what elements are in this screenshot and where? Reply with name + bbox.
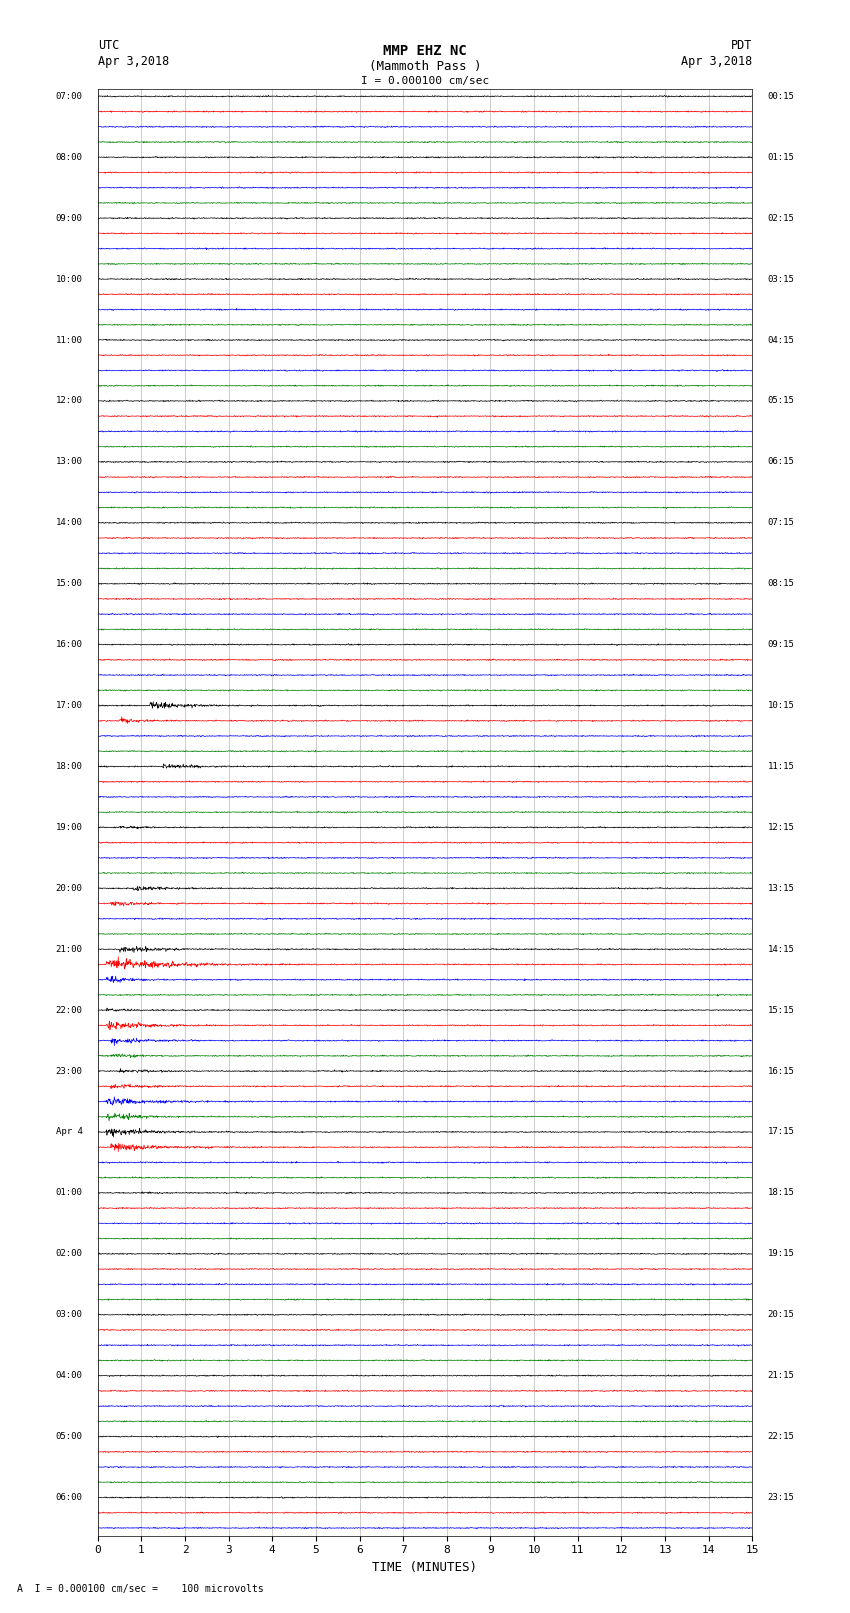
- Text: 03:15: 03:15: [768, 274, 795, 284]
- Text: 04:00: 04:00: [55, 1371, 82, 1381]
- Text: 14:00: 14:00: [55, 518, 82, 527]
- Text: 17:15: 17:15: [768, 1127, 795, 1137]
- Text: 14:15: 14:15: [768, 945, 795, 953]
- Text: 01:00: 01:00: [55, 1189, 82, 1197]
- Text: I = 0.000100 cm/sec: I = 0.000100 cm/sec: [361, 76, 489, 85]
- Text: MMP EHZ NC: MMP EHZ NC: [383, 44, 467, 58]
- Text: 00:15: 00:15: [768, 92, 795, 102]
- Text: Apr 3,2018: Apr 3,2018: [98, 55, 169, 68]
- Text: 08:00: 08:00: [55, 153, 82, 161]
- Text: A  I = 0.000100 cm/sec =    100 microvolts: A I = 0.000100 cm/sec = 100 microvolts: [17, 1584, 264, 1594]
- Text: 06:15: 06:15: [768, 458, 795, 466]
- Text: Apr 3,2018: Apr 3,2018: [681, 55, 752, 68]
- Text: 11:15: 11:15: [768, 761, 795, 771]
- X-axis label: TIME (MINUTES): TIME (MINUTES): [372, 1561, 478, 1574]
- Text: 07:15: 07:15: [768, 518, 795, 527]
- Text: 16:15: 16:15: [768, 1066, 795, 1076]
- Text: 01:15: 01:15: [768, 153, 795, 161]
- Text: 22:00: 22:00: [55, 1005, 82, 1015]
- Text: 15:00: 15:00: [55, 579, 82, 589]
- Text: 05:00: 05:00: [55, 1432, 82, 1440]
- Text: 21:00: 21:00: [55, 945, 82, 953]
- Text: 03:00: 03:00: [55, 1310, 82, 1319]
- Text: 15:15: 15:15: [768, 1005, 795, 1015]
- Text: 17:00: 17:00: [55, 702, 82, 710]
- Text: 12:15: 12:15: [768, 823, 795, 832]
- Text: 18:00: 18:00: [55, 761, 82, 771]
- Text: Apr 4: Apr 4: [55, 1127, 82, 1137]
- Text: 05:15: 05:15: [768, 397, 795, 405]
- Text: 23:00: 23:00: [55, 1066, 82, 1076]
- Text: 11:00: 11:00: [55, 336, 82, 345]
- Text: 06:00: 06:00: [55, 1494, 82, 1502]
- Text: 02:00: 02:00: [55, 1250, 82, 1258]
- Text: (Mammoth Pass ): (Mammoth Pass ): [369, 60, 481, 73]
- Text: 12:00: 12:00: [55, 397, 82, 405]
- Text: 09:15: 09:15: [768, 640, 795, 648]
- Text: 20:00: 20:00: [55, 884, 82, 894]
- Text: 13:00: 13:00: [55, 458, 82, 466]
- Text: 02:15: 02:15: [768, 213, 795, 223]
- Text: 21:15: 21:15: [768, 1371, 795, 1381]
- Text: 19:00: 19:00: [55, 823, 82, 832]
- Text: 04:15: 04:15: [768, 336, 795, 345]
- Text: 22:15: 22:15: [768, 1432, 795, 1440]
- Text: UTC: UTC: [98, 39, 119, 52]
- Text: 13:15: 13:15: [768, 884, 795, 894]
- Text: 10:15: 10:15: [768, 702, 795, 710]
- Text: 23:15: 23:15: [768, 1494, 795, 1502]
- Text: 16:00: 16:00: [55, 640, 82, 648]
- Text: 08:15: 08:15: [768, 579, 795, 589]
- Text: 18:15: 18:15: [768, 1189, 795, 1197]
- Text: 20:15: 20:15: [768, 1310, 795, 1319]
- Text: 19:15: 19:15: [768, 1250, 795, 1258]
- Text: PDT: PDT: [731, 39, 752, 52]
- Text: 09:00: 09:00: [55, 213, 82, 223]
- Text: 07:00: 07:00: [55, 92, 82, 102]
- Text: 10:00: 10:00: [55, 274, 82, 284]
